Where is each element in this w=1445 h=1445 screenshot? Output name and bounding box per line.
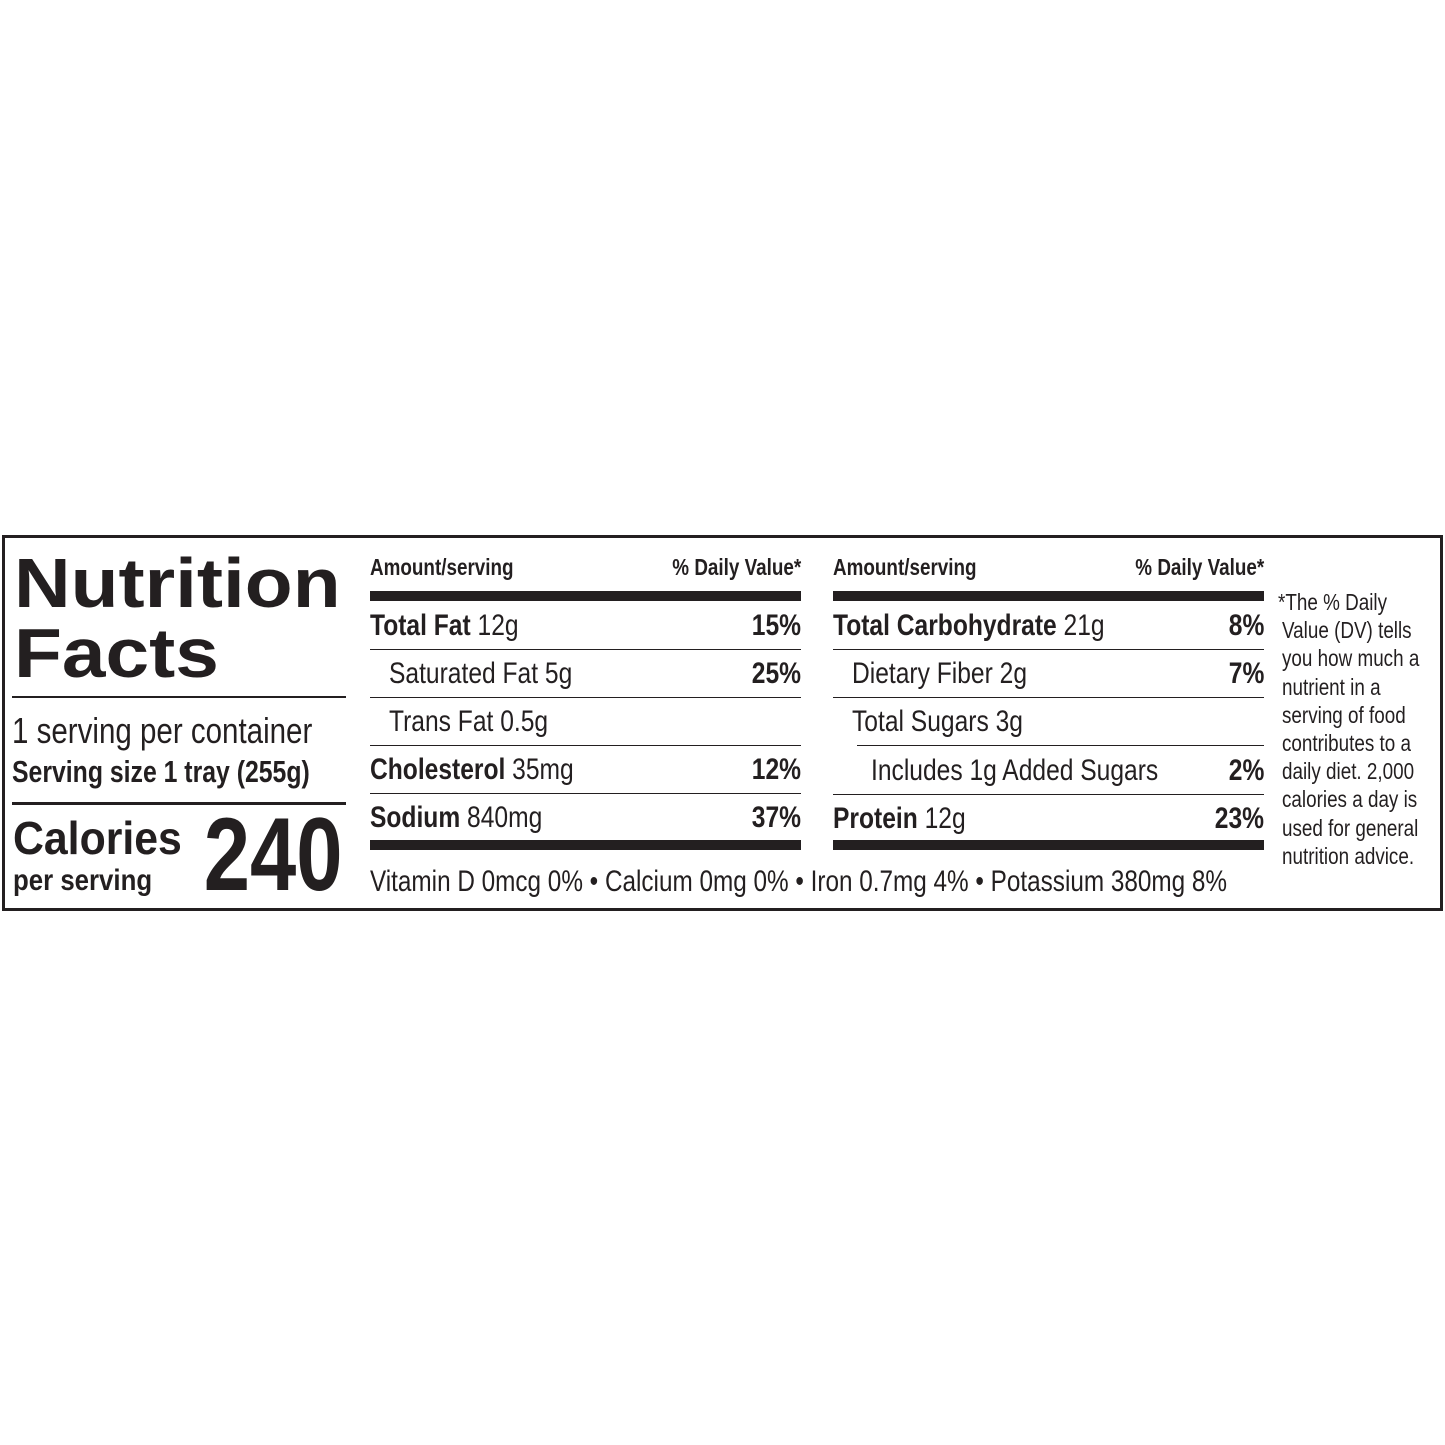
nutrient-row-cholesterol: Cholesterol 35mg 12% bbox=[370, 745, 801, 794]
thick-bar bbox=[370, 840, 801, 850]
nutrient-column-left: Amount/serving % Daily Value* Total Fat … bbox=[370, 538, 801, 908]
amount-header: Amount/serving bbox=[370, 554, 514, 580]
nutrient-column-right: Amount/serving % Daily Value* Total Carb… bbox=[833, 538, 1264, 908]
divider bbox=[857, 745, 1264, 746]
thick-bar bbox=[833, 840, 1264, 850]
title-facts: Facts bbox=[14, 614, 219, 692]
micronutrients-line: Vitamin D 0mcg 0% • Calcium 0mg 0% • Iro… bbox=[370, 865, 1228, 898]
thick-bar bbox=[370, 591, 801, 601]
nutrient-row-protein: Protein 12g 23% bbox=[833, 802, 1264, 835]
divider bbox=[12, 696, 346, 698]
dv-header: % Daily Value* bbox=[1135, 554, 1264, 580]
nutrient-row-total-sugars: Total Sugars 3g bbox=[852, 705, 1023, 738]
nutrient-row-total-carbohydrate: Total Carbohydrate 21g 8% bbox=[833, 601, 1264, 650]
nutrient-row-added-sugars: Includes 1g Added Sugars 2% bbox=[833, 746, 1264, 795]
amount-header: Amount/serving bbox=[833, 554, 977, 580]
calories-value: 240 bbox=[204, 797, 343, 913]
calories-sublabel: per serving bbox=[13, 864, 153, 897]
servings-per-container: 1 serving per container bbox=[12, 710, 313, 751]
nutrient-row-total-fat: Total Fat 12g 15% bbox=[370, 601, 801, 650]
nutrient-row-trans-fat: Trans Fat 0.5g bbox=[370, 697, 801, 746]
nutrient-row-sodium: Sodium 840mg 37% bbox=[370, 801, 801, 834]
calories-label: Calories bbox=[13, 812, 182, 864]
nutrition-facts-label: Nutrition Facts 1 serving per container … bbox=[2, 535, 1443, 911]
title-nutrition: Nutrition bbox=[14, 544, 341, 622]
divider bbox=[12, 802, 346, 805]
daily-value-footnote: *The % Daily Value (DV) tells you how mu… bbox=[1278, 589, 1420, 869]
nutrient-row-saturated-fat: Saturated Fat 5g 25% bbox=[370, 649, 801, 698]
dv-header: % Daily Value* bbox=[672, 554, 801, 580]
serving-size: Serving size 1 tray (255g) bbox=[12, 754, 310, 789]
nutrient-row-dietary-fiber: Dietary Fiber 2g 7% bbox=[833, 649, 1264, 698]
thick-bar bbox=[833, 591, 1264, 601]
